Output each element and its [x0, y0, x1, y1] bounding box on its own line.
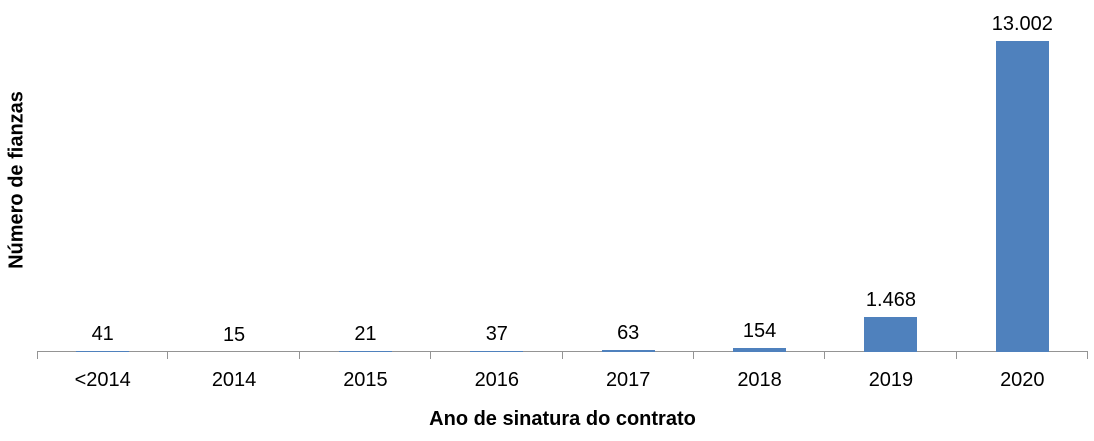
x-tick-label: 2015	[343, 369, 388, 391]
axis-tick	[1087, 352, 1088, 359]
bar	[76, 351, 130, 352]
category-slot: 37 2016	[431, 0, 563, 391]
bar	[338, 351, 392, 352]
bar	[601, 350, 655, 352]
bar-value-label: 41	[91, 323, 114, 345]
axis-tick	[430, 352, 432, 359]
axis-tick	[37, 352, 38, 359]
category-slot: 63 2017	[563, 0, 694, 391]
x-tick-label: 2020	[1000, 369, 1045, 391]
plot-area: 41 <2014 15 2014 21 2015 37 2016 63 2017 154 2018 1.…	[37, 0, 1088, 391]
axis-tick	[561, 352, 563, 359]
axis-tick	[955, 352, 957, 359]
x-tick-label: 2019	[868, 369, 914, 391]
category-slot: 15 2014	[168, 0, 300, 391]
x-tick-label: 2018	[737, 369, 782, 391]
bar-value-label: 13.002	[991, 13, 1053, 35]
y-axis-title: Número de fianzas	[5, 91, 28, 269]
bar-value-label: 154	[742, 320, 777, 342]
bar-value-label: 1.468	[865, 289, 916, 311]
bar-value-label: 21	[354, 323, 377, 345]
x-tick-label: 2017	[605, 369, 651, 391]
x-tick-label: 2016	[474, 369, 520, 391]
axis-tick	[167, 352, 169, 359]
category-slot: 41 <2014	[37, 0, 169, 391]
bar-value-label: 15	[222, 324, 246, 346]
bar	[864, 317, 918, 352]
bar-value-label: 63	[617, 322, 640, 344]
axis-tick	[692, 352, 694, 359]
x-tick-label: <2014	[74, 369, 131, 391]
bar-value-label: 37	[485, 323, 508, 345]
bar	[733, 348, 787, 352]
category-slot: 21 2015	[300, 0, 432, 391]
x-axis-title: Ano de sinatura do contrato	[429, 408, 696, 430]
x-axis-line	[37, 351, 1088, 352]
bar	[995, 41, 1049, 352]
axis-tick	[824, 352, 826, 359]
x-tick-label: 2014	[211, 369, 257, 391]
axis-tick	[298, 352, 300, 359]
bar	[470, 351, 524, 352]
category-slot: 13.002 2020	[957, 0, 1088, 391]
category-slot: 154 2018	[694, 0, 826, 391]
category-slot: 1.468 2019	[825, 0, 957, 391]
